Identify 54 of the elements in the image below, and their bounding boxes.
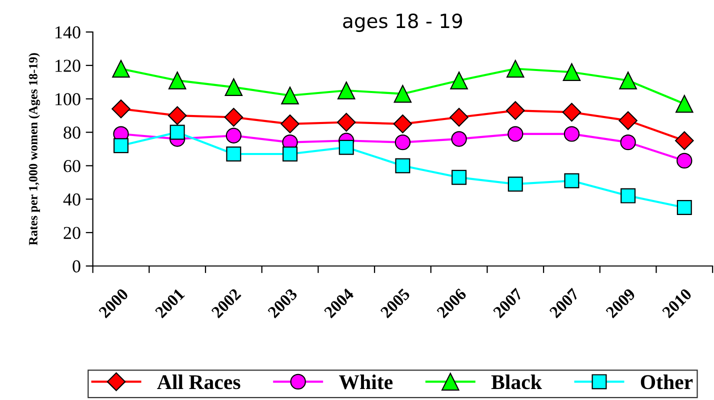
point (168, 106, 187, 125)
point (676, 94, 694, 113)
point (394, 134, 411, 150)
point (506, 101, 525, 120)
point (112, 60, 130, 78)
point (618, 111, 638, 130)
point (564, 173, 580, 188)
point (112, 99, 130, 118)
point (676, 200, 692, 215)
y-tick-label: 20 (64, 226, 80, 240)
point (394, 84, 412, 103)
point (226, 146, 242, 162)
y-tick-label: 120 (56, 60, 80, 72)
point (562, 102, 582, 122)
point (676, 152, 692, 169)
point (675, 131, 694, 150)
point (337, 82, 356, 100)
legend-label: Black (491, 374, 542, 390)
point (508, 126, 524, 142)
point (113, 138, 128, 154)
point (395, 158, 410, 174)
point (224, 108, 244, 127)
legend-label: All Races (157, 374, 240, 390)
point (452, 170, 467, 185)
y-tick-label: 80 (64, 126, 80, 139)
legend-label: White (339, 374, 393, 390)
point (564, 126, 580, 142)
point (282, 146, 298, 162)
point (170, 124, 185, 140)
point (451, 131, 467, 147)
y-tick-label: 0 (72, 260, 80, 272)
point (168, 72, 186, 90)
y-tick-label: 40 (63, 193, 80, 206)
y-tick-label: 140 (56, 26, 80, 38)
point (280, 114, 300, 134)
point (562, 63, 581, 82)
chart-title: ages 18 - 19 (343, 14, 462, 32)
point (619, 72, 637, 90)
legend-label: Other (640, 374, 693, 390)
y-tick-label: 100 (56, 93, 80, 106)
y-axis-title: Rates per 1,000 women (Ages 18-19) (28, 53, 40, 246)
point (506, 60, 524, 78)
point (450, 72, 468, 90)
point (620, 188, 636, 204)
point (450, 108, 468, 127)
point (336, 112, 356, 132)
point (281, 86, 299, 104)
point (224, 78, 243, 96)
point (338, 140, 354, 155)
point (620, 134, 636, 150)
point (393, 114, 412, 134)
point (508, 176, 523, 192)
y-tick-label: 60 (64, 160, 80, 172)
point (226, 128, 242, 144)
